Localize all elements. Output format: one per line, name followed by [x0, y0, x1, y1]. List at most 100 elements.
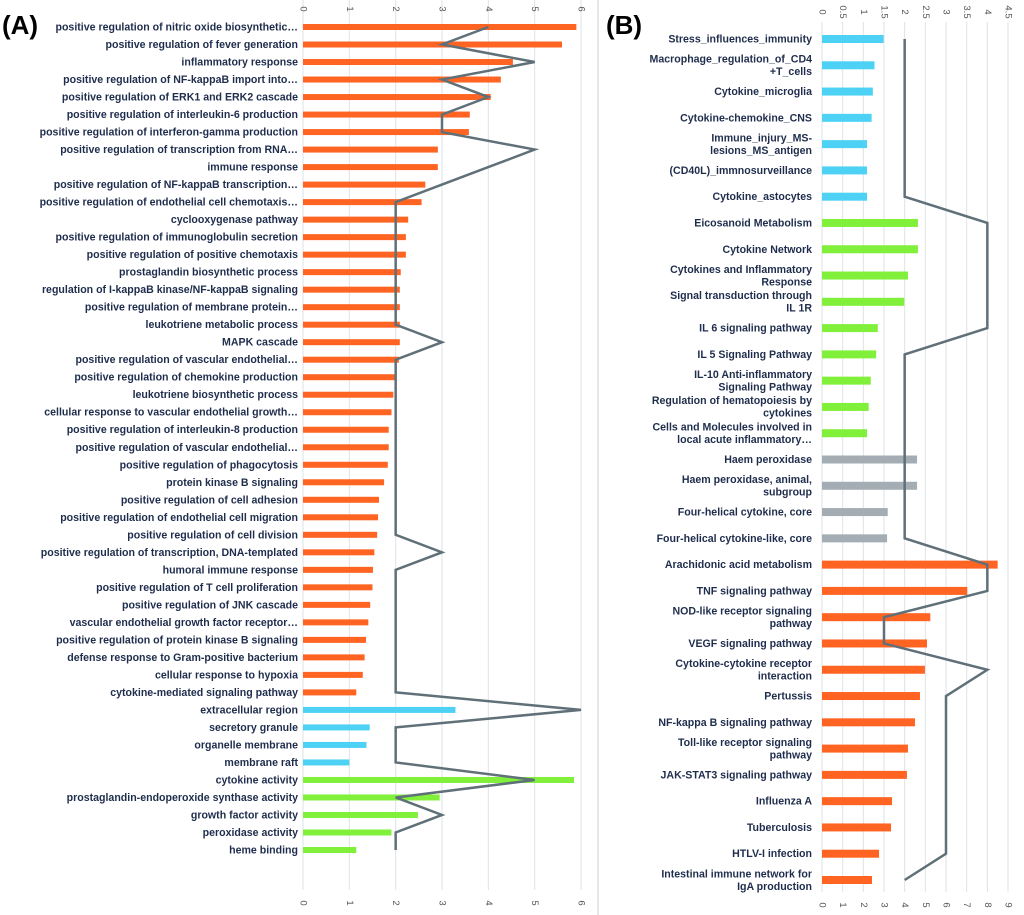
bar [303, 566, 373, 573]
bar [822, 192, 868, 201]
bottom-axis-tick-label: 4 [899, 902, 910, 907]
bar [303, 847, 357, 853]
category-label: Haem peroxidase, animal, subgroup [682, 474, 813, 499]
bar [303, 164, 438, 171]
bottom-axis-tick-label: 0 [816, 902, 827, 907]
category-label: Cytokine_astocytes [712, 191, 812, 203]
bar [822, 140, 868, 149]
bar [303, 129, 469, 136]
bar [303, 426, 389, 433]
category-label: cellular response to vascular endothelia… [44, 407, 298, 419]
bar [822, 718, 915, 727]
bar [822, 508, 888, 517]
bar [303, 234, 406, 241]
bar [822, 876, 873, 884]
category-label: Cytokine_microglia [714, 86, 812, 98]
bar [822, 586, 968, 595]
category-label: Cytokine Network [723, 244, 813, 256]
bar [303, 601, 371, 608]
category-label: IL 6 signaling pathway [699, 323, 812, 335]
bar [822, 113, 872, 122]
bottom-axis-tick-label: 3 [436, 900, 447, 905]
bottom-axis-tick-label: 4 [483, 900, 494, 905]
top-axis-tick-label: 2 [899, 9, 910, 14]
bottom-axis-tick-label: 5 [920, 902, 931, 907]
bottom-axis-tick-label: 5 [529, 900, 540, 905]
category-label: Pertussis [764, 691, 812, 703]
panel-b-label: (B) [606, 10, 643, 40]
category-label: inflammatory response [181, 57, 298, 69]
bar [822, 639, 927, 648]
bar [822, 613, 931, 622]
bar [303, 111, 470, 118]
bar [303, 76, 501, 83]
category-label: Immune_injury_MS-lesions_MS_antigen [710, 132, 812, 157]
category-label: Eicosanoid Metabolism [694, 217, 812, 229]
category-label: positive regulation of vascular endothel… [75, 354, 298, 366]
bar [303, 321, 400, 328]
category-label: Four-helical cytokine-like, core [657, 533, 813, 545]
top-axis-tick-label: 1.5 [878, 5, 889, 18]
category-label: Intestinal immune network for IgA product… [661, 868, 812, 893]
category-label: organelle membrane [194, 739, 298, 751]
bar [822, 218, 918, 227]
bar [822, 245, 918, 254]
category-label: positive regulation of cell division [127, 529, 298, 541]
bar [303, 654, 365, 661]
category-label: positive regulation of JNK cascade [122, 599, 298, 611]
category-label: vascular endothelial growth factor recep… [70, 617, 298, 629]
bar [822, 324, 878, 333]
category-label: VEGF signaling pathway [688, 638, 812, 650]
top-axis-tick-label: 1 [858, 9, 869, 14]
bar [822, 534, 888, 543]
category-label: positive regulation of ERK1 and ERK2 cas… [62, 92, 298, 104]
bar [303, 584, 373, 591]
bottom-axis-tick-label: 6 [575, 900, 586, 905]
bar [303, 181, 426, 188]
bar [822, 429, 868, 438]
overlay-line [394, 25, 582, 850]
top-axis-tick-label: 3.5 [961, 5, 972, 18]
category-label: (CD40L)_immnosurveillance [670, 165, 813, 177]
category-label: prostaglandin-endoperoxide synthase acti… [67, 792, 298, 804]
category-label: positive regulation of phagocytosis [120, 459, 298, 471]
category-label: defense response to Gram-positive bacter… [67, 652, 298, 664]
category-label: positive regulation of membrane protein… [85, 302, 298, 314]
bar [303, 216, 409, 223]
bar [303, 759, 350, 766]
bar [303, 741, 367, 748]
top-axis-tick-label: 3 [436, 6, 447, 11]
bottom-axis-tick-label: 9 [1002, 902, 1013, 907]
bar [822, 35, 884, 43]
category-label: leukotriene metabolic process [146, 319, 299, 331]
bar [303, 706, 456, 713]
bar [822, 376, 871, 385]
category-label: leukotriene biosynthetic process [133, 389, 299, 401]
bottom-axis-tick-label: 1 [344, 900, 355, 905]
category-label: positive regulation of interferon-gamma … [40, 127, 298, 139]
bottom-axis-tick-label: 2 [390, 900, 401, 905]
category-label: positive regulation of NF-kappaB transcr… [54, 179, 298, 191]
bar [303, 41, 563, 48]
bar [303, 794, 440, 801]
top-axis-tick-label: 0 [816, 9, 827, 14]
category-label: humoral immune response [163, 564, 299, 576]
bar [303, 409, 392, 416]
category-label: IL-10 Anti-inflammatory Signaling Pathway [694, 369, 812, 394]
bar [303, 146, 438, 153]
bar [822, 402, 869, 411]
bar [303, 811, 418, 818]
bar [303, 619, 369, 626]
category-label: positive regulation of interleukin-8 pro… [67, 424, 298, 436]
category-label: Cytokine-chemokine_CNS [680, 112, 812, 124]
category-label: positive regulation of vascular endothel… [75, 442, 298, 454]
category-label: IL 5 Signaling Pathway [697, 349, 812, 361]
bar [303, 461, 388, 468]
category-label: positive regulation of chemokine product… [74, 372, 298, 384]
category-label: positive regulation of nitric oxide bios… [55, 22, 298, 34]
bar [822, 692, 920, 701]
category-label: Macrophage_regulation_of_CD4 +T_cells [650, 54, 813, 79]
category-label: protein kinase B signaling [166, 477, 298, 489]
category-label: Tuberculosis [747, 822, 812, 834]
category-label: positive regulation of endothelial cell … [60, 512, 298, 524]
